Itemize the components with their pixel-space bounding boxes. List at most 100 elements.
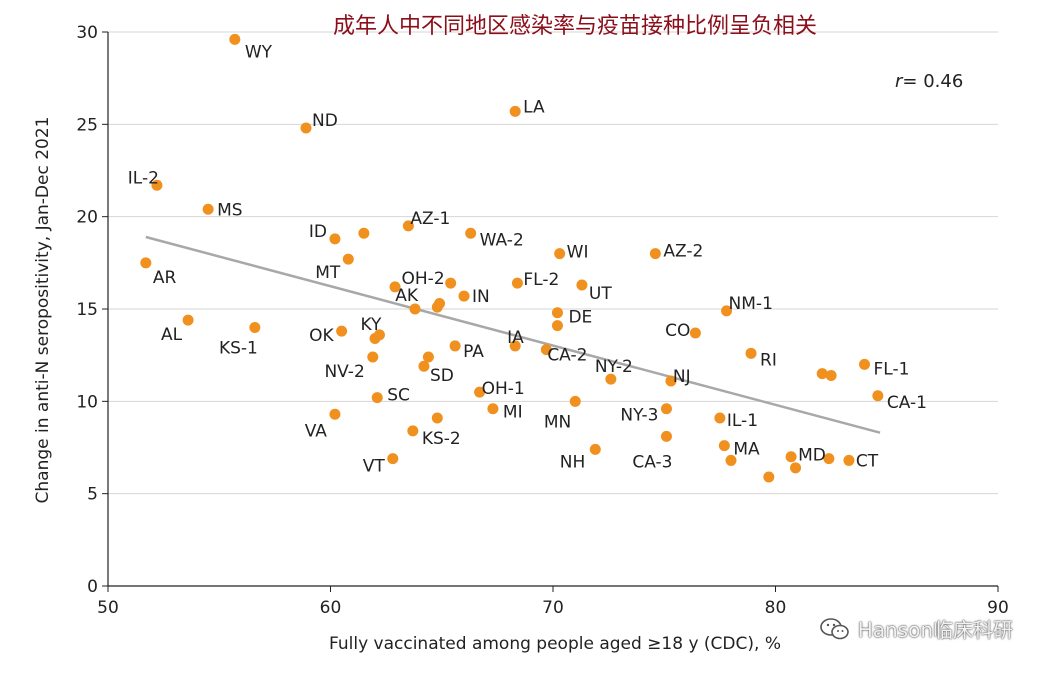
data-point	[249, 321, 261, 333]
point-label: MT	[315, 263, 341, 283]
y-tick-label: 25	[76, 115, 98, 135]
data-point	[458, 290, 470, 302]
data-point	[229, 33, 241, 45]
point-label: NY-3	[620, 406, 658, 426]
correlation-value: = 0.46	[902, 71, 963, 92]
data-point	[465, 227, 477, 239]
point-label: AZ-1	[410, 209, 450, 229]
y-tick-label: 20	[76, 208, 98, 228]
point-label: CT	[856, 451, 879, 471]
data-point	[202, 203, 214, 215]
wechat-icon	[819, 617, 849, 639]
point-label: PA	[463, 342, 484, 362]
data-point	[431, 412, 443, 424]
x-tick-label: 70	[542, 598, 564, 618]
point-label: WY	[245, 42, 273, 62]
x-axis-title: Fully vaccinated among people aged ≥18 y…	[329, 634, 781, 654]
point-label: CA-3	[632, 452, 672, 472]
data-point	[790, 462, 802, 474]
data-point	[589, 443, 601, 455]
data-point	[660, 430, 672, 442]
y-axis-title: Change in anti-N seropositivity, Jan-Dec…	[33, 117, 53, 504]
trend-line	[145, 235, 881, 434]
data-point	[511, 277, 523, 289]
point-label: WA-2	[480, 230, 524, 250]
point-label: MI	[503, 403, 523, 423]
point-label: AZ-2	[663, 242, 703, 262]
x-tick-label: 80	[765, 598, 787, 618]
point-label: VT	[363, 457, 386, 477]
point-label: RI	[760, 350, 777, 370]
data-point	[329, 233, 341, 245]
data-point	[721, 305, 733, 317]
trendline	[145, 235, 881, 434]
correlation-annotation: r= 0.46	[895, 71, 963, 92]
data-point	[389, 281, 401, 293]
point-labels: WY ND LA IL-2 MS AZ-1 ID WA-2 WI AZ-2 AR MT OH-2 FL-2…	[128, 42, 927, 476]
point-label: MA	[733, 440, 760, 460]
data-point	[487, 403, 499, 415]
data-point	[660, 403, 672, 415]
y-tick-label: 15	[76, 300, 98, 320]
data-point	[422, 351, 434, 363]
data-point	[745, 347, 757, 359]
point-label: OH-1	[482, 379, 525, 399]
axes	[102, 31, 999, 592]
x-tick-label: 50	[97, 598, 119, 618]
data-point	[825, 369, 837, 381]
data-point	[540, 344, 552, 356]
point-label: IA	[507, 328, 524, 348]
data-point	[418, 360, 430, 372]
point-label: ID	[309, 222, 327, 242]
point-label: AR	[153, 268, 177, 288]
data-point	[431, 301, 443, 313]
point-label: MD	[798, 446, 826, 466]
data-point	[329, 408, 341, 420]
data-point	[551, 307, 563, 319]
data-point	[718, 440, 730, 452]
data-point	[872, 390, 884, 402]
data-point	[342, 253, 354, 265]
correlation-symbol: r	[895, 71, 904, 92]
data-point	[785, 451, 797, 463]
data-point	[151, 179, 163, 191]
point-label: LA	[523, 97, 545, 117]
data-point	[449, 340, 461, 352]
data-point	[605, 373, 617, 385]
y-tick-label: 5	[87, 485, 98, 505]
point-label: KY	[361, 315, 383, 335]
gridlines	[108, 31, 998, 495]
point-label: NM-1	[729, 294, 773, 314]
point-label: ND	[312, 111, 338, 131]
data-point	[140, 257, 152, 269]
point-label: OK	[309, 326, 334, 346]
point-label: NH	[560, 452, 586, 472]
point-label: KS-1	[219, 338, 258, 358]
data-point	[714, 412, 726, 424]
data-point	[725, 454, 737, 466]
point-label: FL-1	[874, 359, 910, 379]
data-point	[407, 425, 419, 437]
data-point	[843, 454, 855, 466]
watermark-text: Hanson临床科研	[857, 618, 1013, 642]
data-point	[358, 227, 370, 239]
data-point	[409, 303, 421, 315]
data-point	[554, 248, 566, 260]
point-label: AL	[161, 325, 183, 345]
data-point	[371, 392, 383, 404]
watermark: Hanson临床科研	[819, 614, 1013, 643]
x-tick-label: 90	[987, 598, 1009, 618]
data-point	[445, 277, 457, 289]
point-label: SD	[430, 366, 454, 386]
data-point	[367, 351, 379, 363]
x-tick-label: 60	[320, 598, 342, 618]
y-tick-label: 0	[87, 577, 98, 597]
data-points	[140, 33, 884, 483]
data-point	[576, 279, 588, 291]
data-point	[551, 320, 563, 332]
point-label: AK	[395, 286, 419, 306]
data-point	[689, 327, 701, 339]
point-label: KS-2	[422, 429, 461, 449]
data-point	[474, 386, 486, 398]
point-label: WI	[567, 243, 589, 263]
